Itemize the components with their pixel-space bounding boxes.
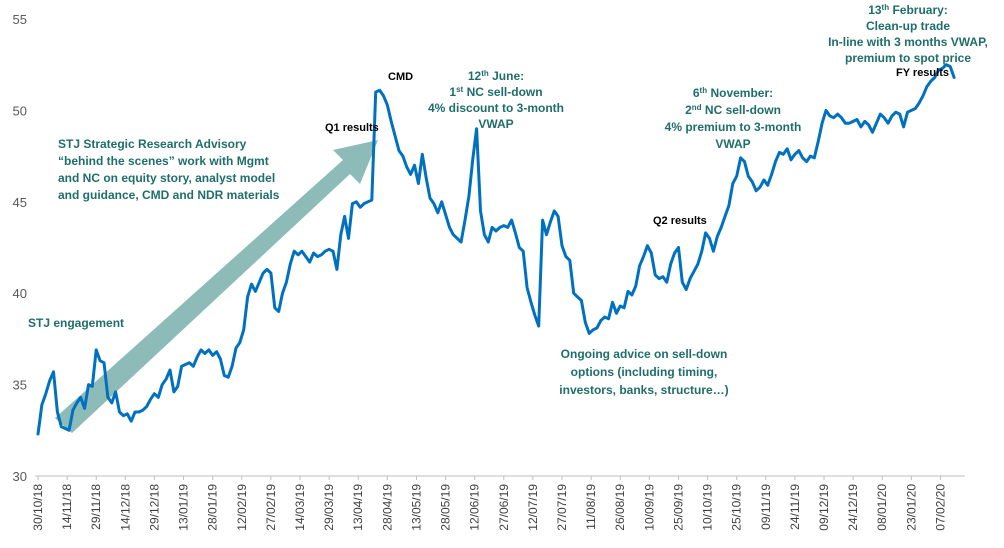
x-tick-label: 25/10/19: [730, 484, 744, 531]
annotation-ongoing-line-2: options (including timing,: [571, 365, 718, 379]
x-tick-label: 28/01/19: [206, 484, 220, 531]
annotation-stj-engagement: STJ engagement: [28, 316, 124, 330]
x-tick-label: 11/08/19: [584, 484, 598, 530]
x-tick-label: 14/11/18: [60, 484, 74, 530]
y-tick-label: 30: [13, 469, 27, 484]
annotation-june-line-3: 4% discount to 3-month: [428, 101, 564, 115]
y-tick-label: 55: [13, 12, 27, 27]
x-tick-label: 13/05/19: [409, 484, 423, 531]
annotation-february-line-1: 13th February:: [868, 3, 948, 17]
x-tick-label: 27/02/19: [264, 484, 278, 531]
annotation-june-line-4: VWAP: [478, 117, 513, 131]
annotation-q2-results: Q2 results: [653, 215, 707, 227]
annotation-advisory-line-2: “behind the scenes” work with Mgmt: [58, 154, 269, 168]
annotation-june-line-1: 12th June:: [468, 69, 524, 83]
y-tick-label: 35: [13, 378, 27, 393]
x-tick-label: 27/06/19: [497, 484, 511, 531]
x-tick-label: 30/10/18: [31, 484, 45, 531]
x-tick-label: 12/02/19: [235, 484, 249, 531]
x-tick-label: 07/02/20: [933, 484, 947, 531]
x-tick-label: 29/11/18: [89, 484, 103, 530]
annotation-november-line-4: VWAP: [715, 137, 750, 151]
x-tick-label: 12/07/19: [526, 484, 540, 531]
share-price-line: [36, 63, 956, 436]
x-tick-label: 25/09/19: [671, 484, 685, 531]
annotation-advisory-line-1: STJ Strategic Research Advisory: [58, 137, 247, 151]
x-tick-label: 28/05/19: [439, 484, 453, 531]
x-axis: 30/10/18 14/11/18 29/11/18 14/12/18 29/12/18…: [31, 476, 947, 531]
annotation-february-line-4: premium to spot price: [845, 51, 971, 65]
x-tick-label: 14/03/19: [293, 484, 307, 531]
x-tick-label: 13/01/19: [177, 484, 191, 531]
x-tick-label: 26/08/19: [613, 484, 627, 531]
advisory-arrow: [55, 140, 378, 433]
x-tick-label: 10/09/19: [642, 484, 656, 531]
x-tick-label: 08/01/20: [875, 484, 889, 531]
x-tick-label: 28/04/19: [380, 484, 394, 531]
annotation-ongoing-line-1: Ongoing advice on sell-down: [561, 347, 728, 361]
annotation-february-line-3: In-line with 3 months VWAP,: [828, 35, 988, 49]
x-tick-label: 29/12/18: [147, 484, 161, 531]
x-tick-label: 09/11/19: [759, 484, 773, 530]
x-tick-label: 10/10/19: [701, 484, 715, 531]
x-tick-label: 24/12/19: [846, 484, 860, 531]
annotation-june-line-2: 1st NC sell-down: [449, 85, 542, 99]
x-tick-label: 13/04/19: [351, 484, 365, 531]
x-tick-label: 23/01/20: [904, 484, 918, 531]
annotation-november-line-1: 6th November:: [693, 86, 773, 100]
x-tick-label: 09/12/19: [817, 484, 831, 531]
x-tick-label: 29/03/19: [322, 484, 336, 531]
annotation-cmd: CMD: [388, 71, 413, 83]
annotation-advisory-line-3: and NC on equity story, analyst model: [58, 171, 275, 185]
x-tick-label: 12/06/19: [468, 484, 482, 531]
y-tick-label: 40: [13, 286, 27, 301]
y-tick-label: 50: [13, 103, 27, 118]
annotation-november-line-3: 4% premium to 3-month: [665, 120, 802, 134]
annotation-advisory-line-4: and guidance, CMD and NDR materials: [58, 188, 280, 202]
x-tick-label: 14/12/18: [118, 484, 132, 531]
y-axis: 30 35 40 45 50 55: [13, 12, 27, 484]
x-tick-label: 27/07/19: [555, 484, 569, 531]
annotation-november-line-2: 2nd NC sell-down: [685, 103, 781, 117]
annotation-q1-results: Q1 results: [325, 122, 379, 134]
annotation-ongoing-line-3: investors, banks, structure…): [559, 383, 728, 397]
x-tick-label: 24/11/19: [788, 484, 802, 530]
annotation-february-line-2: Clean-up trade: [866, 19, 950, 33]
y-tick-label: 45: [13, 195, 27, 210]
annotation-fy-results: FY results: [896, 67, 949, 79]
